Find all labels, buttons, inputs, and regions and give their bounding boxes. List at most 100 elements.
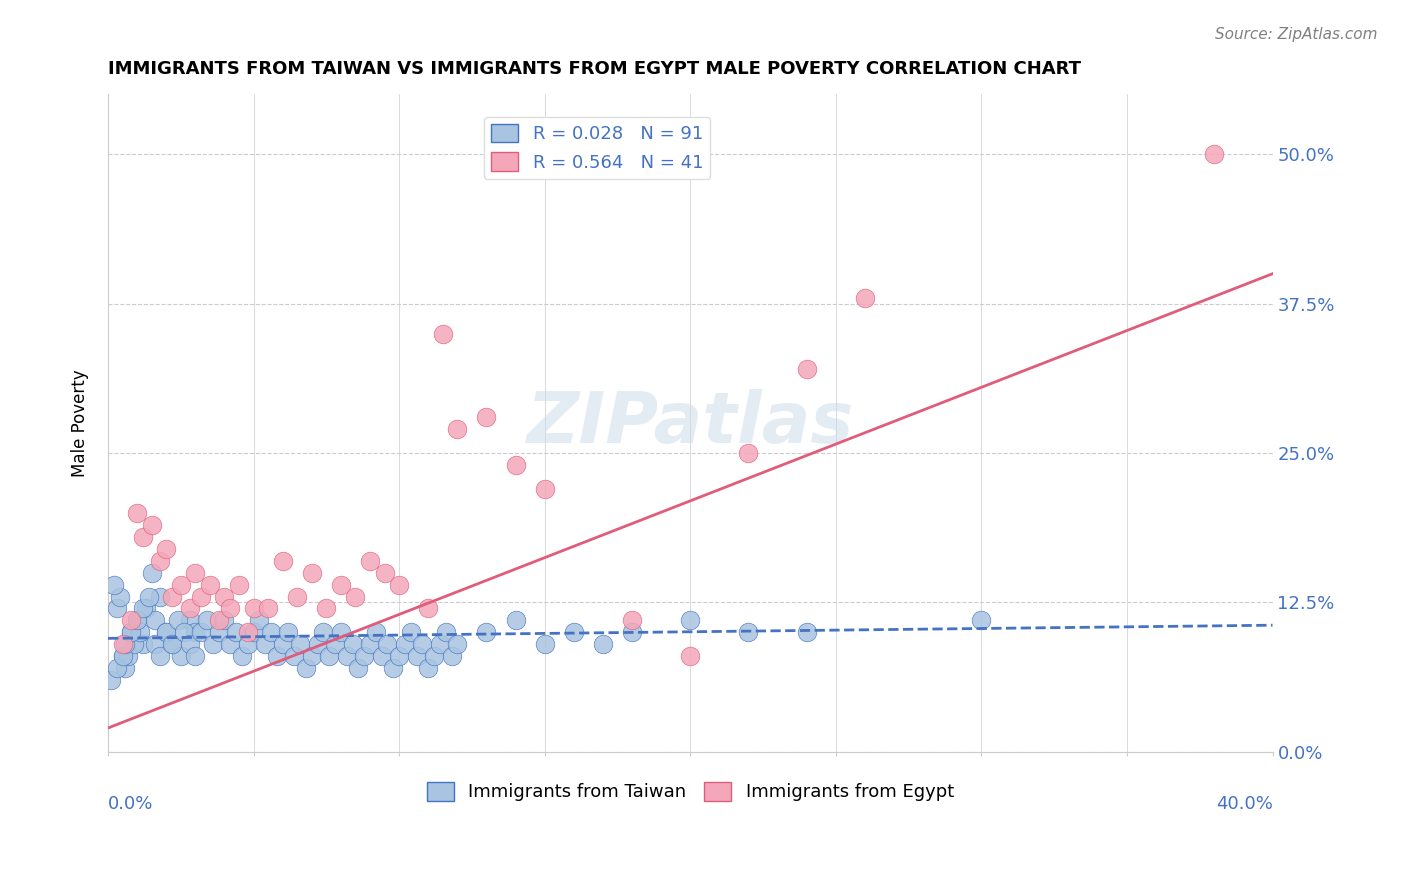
Point [429,637,451,651]
Point [475,410,498,425]
Point [323,637,346,651]
Point [277,625,299,640]
Point [796,362,818,376]
Point [111,649,134,664]
Point [127,614,149,628]
Point [342,637,364,651]
Point [434,625,457,640]
Point [105,661,128,675]
Point [737,446,759,460]
Point [242,625,264,640]
Point [160,637,183,651]
Point [143,614,166,628]
Point [446,637,468,651]
Point [679,614,702,628]
Point [219,637,242,651]
Point [120,625,142,640]
Point [283,649,305,664]
Point [285,590,308,604]
Point [446,422,468,436]
Point [179,601,201,615]
Point [315,601,337,615]
Point [141,566,163,580]
Point [111,637,134,651]
Point [228,577,250,591]
Point [100,673,122,688]
Point [533,482,555,496]
Point [201,637,224,651]
Point [219,601,242,615]
Point [399,625,422,640]
Point [242,601,264,615]
Point [254,637,277,651]
Point [301,566,323,580]
Point [108,590,131,604]
Point [155,625,177,640]
Point [336,649,359,664]
Point [853,291,876,305]
Point [388,649,411,664]
Point [295,661,318,675]
Point [329,625,352,640]
Point [970,614,993,628]
Point [592,637,614,651]
Point [170,649,193,664]
Point [394,637,416,651]
Point [374,566,396,580]
Point [214,590,236,604]
Point [382,661,405,675]
Point [318,649,340,664]
Point [505,614,527,628]
Point [1204,147,1226,161]
Point [475,625,498,640]
Point [388,577,411,591]
Point [135,601,157,615]
Point [418,661,440,675]
Point [179,637,201,651]
Point [423,649,446,664]
Point [190,590,212,604]
Point [377,637,399,651]
Point [207,614,229,628]
Point [260,625,283,640]
Point [155,541,177,556]
Point [184,649,207,664]
Point [179,614,201,628]
Point [411,637,433,651]
Point [103,577,125,591]
Point [329,577,352,591]
Point [533,637,555,651]
Point [149,590,172,604]
Point [405,649,427,664]
Point [114,637,136,651]
Point [288,637,311,651]
Point [184,625,207,640]
Point [122,637,145,651]
Point [127,506,149,520]
Point [418,601,440,615]
Y-axis label: Male Poverty: Male Poverty [72,369,89,477]
Point [149,554,172,568]
Text: 0.0%: 0.0% [108,795,153,813]
Point [132,530,155,544]
Point [173,625,195,640]
Point [105,601,128,615]
Point [155,625,177,640]
Text: 40.0%: 40.0% [1216,795,1272,813]
Point [132,637,155,651]
Point [225,625,247,640]
Point [621,614,644,628]
Point [170,577,193,591]
Point [207,625,229,640]
Point [160,637,183,651]
Point [562,625,585,640]
Point [679,649,702,664]
Point [312,625,335,640]
Point [737,625,759,640]
Point [160,590,183,604]
Point [167,614,190,628]
Point [440,649,463,664]
Point [347,661,370,675]
Point [120,625,142,640]
Point [184,566,207,580]
